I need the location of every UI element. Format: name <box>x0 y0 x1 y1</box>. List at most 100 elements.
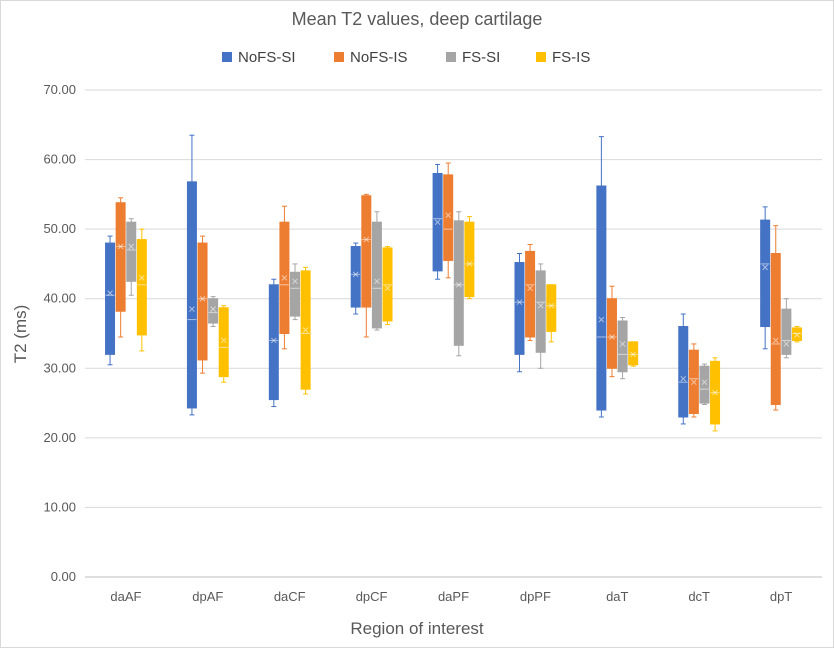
mean-marker <box>363 236 370 243</box>
box-dpCF-FS-SI <box>371 211 382 331</box>
box-iqr <box>361 195 372 308</box>
box-daAF-NoFS-IS <box>115 197 126 338</box>
chart-title: Mean T2 values, deep cartilage <box>292 9 543 29</box>
mean-marker <box>138 274 145 281</box>
mean-marker <box>712 389 718 396</box>
mean-marker <box>762 264 769 271</box>
y-axis-ticks: 0.00 10.00 20.00 30.00 40.00 50.00 60.00 70.00 <box>43 82 76 584</box>
x-tick-label: daPF <box>438 589 469 604</box>
box-iqr <box>781 308 792 355</box>
legend-swatch <box>446 52 456 62</box>
mean-marker <box>455 281 462 288</box>
mean-marker <box>352 271 359 278</box>
y-tick-label: 40.00 <box>43 291 76 306</box>
box-dcT-NoFS-IS <box>688 343 699 418</box>
box-iqr <box>371 221 382 329</box>
box-iqr <box>628 341 639 366</box>
box-iqr <box>514 262 525 355</box>
mean-marker <box>434 219 441 226</box>
mean-marker <box>189 306 195 313</box>
box-iqr <box>268 284 279 401</box>
box-daT-FS-IS <box>628 341 639 367</box>
mean-marker <box>292 278 298 285</box>
mean-marker <box>466 261 473 267</box>
mean-marker <box>630 351 637 358</box>
x-tick-label: daAF <box>110 589 141 604</box>
box-dpT-NoFS-SI <box>760 206 771 350</box>
box-iqr <box>678 326 689 418</box>
box-iqr <box>197 242 208 361</box>
box-daPF-FS-SI <box>453 211 464 357</box>
mean-marker <box>609 334 615 340</box>
box-dpT-FS-IS <box>791 326 802 343</box>
gridlines <box>85 89 822 578</box>
box-dpT-FS-SI <box>781 298 792 359</box>
box-dpAF-FS-SI <box>208 296 219 328</box>
box-daPF-NoFS-SI <box>432 163 443 280</box>
box-dpAF-FS-IS <box>218 305 229 383</box>
mean-marker <box>270 337 277 344</box>
legend-label: NoFS-IS <box>350 49 408 66</box>
mean-marker <box>598 316 605 323</box>
legend: NoFS-SI NoFS-IS FS-SI FS-IS <box>222 49 590 66</box>
mean-marker <box>691 379 697 386</box>
x-axis-title: Region of interest <box>350 619 484 638</box>
x-axis-ticks: daAF dpAF daCF dpCF daPF dpPF daT dcT dpT <box>110 589 792 604</box>
box-iqr <box>115 202 126 312</box>
mean-marker <box>527 285 533 292</box>
box-dpCF-NoFS-SI <box>350 242 361 315</box>
mean-marker <box>220 337 227 344</box>
box-iqr <box>350 246 361 308</box>
box-dcT-NoFS-SI <box>678 313 689 425</box>
box-iqr <box>770 252 781 405</box>
legend-label: NoFS-SI <box>238 49 296 66</box>
box-iqr <box>525 250 536 338</box>
x-tick-label: dpAF <box>192 589 223 604</box>
legend-swatch <box>222 52 232 62</box>
x-tick-label: dpCF <box>356 589 388 604</box>
box-iqr <box>453 220 464 346</box>
legend-label: FS-IS <box>552 49 590 66</box>
box-dpPF-FS-IS <box>546 284 557 343</box>
y-tick-label: 50.00 <box>43 221 76 236</box>
box-daCF-FS-IS <box>300 266 311 395</box>
mean-marker <box>537 302 544 309</box>
box-dpCF-NoFS-IS <box>361 193 372 338</box>
box-daT-NoFS-SI <box>596 136 607 418</box>
box-daPF-FS-IS <box>464 216 475 300</box>
y-tick-label: 20.00 <box>43 430 76 445</box>
box-iqr <box>546 284 557 332</box>
mean-marker <box>445 212 452 219</box>
mean-marker <box>548 302 555 309</box>
box-daPF-NoFS-IS <box>443 162 454 279</box>
mean-marker <box>117 243 124 250</box>
box-daCF-NoFS-SI <box>268 278 279 408</box>
y-axis-title: T2 (ms) <box>11 305 30 364</box>
box-dcT-FS-IS <box>710 357 721 432</box>
box-dpCF-FS-IS <box>382 246 393 325</box>
box-daCF-NoFS-IS <box>279 205 290 350</box>
box-daT-NoFS-IS <box>606 285 617 378</box>
box-iqr <box>186 181 197 409</box>
box-daT-FS-SI <box>617 316 628 380</box>
mean-marker <box>199 295 206 302</box>
box-daAF-FS-SI <box>126 218 137 296</box>
box-iqr <box>290 271 301 317</box>
mean-marker <box>794 332 800 338</box>
box-dpPF-FS-SI <box>535 263 546 369</box>
mean-marker <box>384 285 391 292</box>
box-dpPF-NoFS-IS <box>525 243 536 341</box>
x-tick-label: dpPF <box>520 589 551 604</box>
y-tick-label: 70.00 <box>43 82 76 97</box>
box-daAF-NoFS-SI <box>105 235 116 366</box>
y-tick-label: 30.00 <box>43 360 76 375</box>
box-dpAF-NoFS-SI <box>186 134 197 416</box>
box-iqr <box>136 239 147 336</box>
mean-marker <box>128 243 135 250</box>
plot-area <box>105 134 802 432</box>
mean-marker <box>210 306 216 313</box>
legend-label: FS-SI <box>462 49 500 66</box>
box-dcT-FS-SI <box>699 363 710 405</box>
box-iqr <box>126 221 137 282</box>
x-tick-label: dcT <box>688 589 710 604</box>
